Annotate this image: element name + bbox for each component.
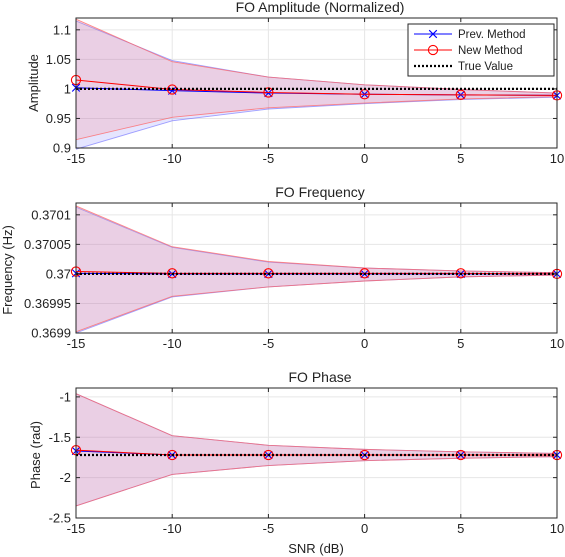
- x-tick-label: 10: [550, 521, 564, 536]
- legend-marker: [427, 44, 439, 56]
- y-tick-label: 0.95: [46, 111, 71, 126]
- y-tick-label: 0.9: [53, 141, 71, 156]
- x-tick-label: 5: [457, 336, 464, 351]
- x-axis-label: SNR (dB): [288, 541, 344, 556]
- x-tick-label: -15: [67, 336, 86, 351]
- band-upper-edge: [75, 18, 558, 94]
- x-tick-label: 0: [361, 336, 368, 351]
- band-lower-edge: [75, 274, 558, 333]
- x-tick-label: -15: [67, 521, 86, 536]
- y-tick-label: -1.5: [49, 430, 71, 445]
- confidence-band: [76, 393, 557, 506]
- panel-title: FO Phase: [288, 369, 351, 385]
- confidence-band: [76, 20, 557, 150]
- legend-label: New Method: [458, 45, 523, 57]
- panel-title: FO Amplitude (Normalized): [236, 0, 405, 15]
- x-tick-label: 0: [361, 521, 368, 536]
- band-lower-edge: [75, 456, 558, 507]
- axes-box: [75, 202, 558, 334]
- panel-phase: FO Phase Phase (rad) SNR (dB) -15 -10 -5 0 5…: [28, 369, 564, 556]
- x-tick-label: -10: [163, 521, 182, 536]
- axes-box: [75, 387, 558, 519]
- x-tick-label: -10: [163, 336, 182, 351]
- band-lower-edge: [75, 96, 558, 150]
- panel-title: FO Frequency: [275, 184, 364, 200]
- x-tick-label: 5: [457, 151, 464, 166]
- x-tick-label: -15: [67, 151, 86, 166]
- y-axis-label: Frequency (Hz): [0, 225, 15, 315]
- y-tick-label: 0.3701: [31, 207, 71, 222]
- y-tick-label: 1.05: [46, 52, 71, 67]
- y-tick-label: 0.36995: [24, 296, 71, 311]
- plot-area: [76, 388, 557, 518]
- confidence-band: [76, 205, 557, 332]
- y-tick-label: -1: [59, 389, 71, 404]
- confidence-band: [76, 19, 557, 140]
- x-tick-label: -5: [263, 521, 275, 536]
- x-tick-label: 5: [457, 521, 464, 536]
- panel-frequency: FO Frequency Frequency (Hz) -15 -10 -5 0 5 10…: [0, 184, 564, 351]
- band-upper-edge: [75, 205, 558, 274]
- x-tick-label: 0: [361, 151, 368, 166]
- legend-label: True Value: [458, 61, 513, 73]
- legend-marker: [428, 29, 438, 39]
- y-axis-label: Phase (rad): [28, 421, 43, 489]
- y-tick-label: 1.1: [53, 22, 71, 37]
- band-upper-edge: [75, 393, 558, 454]
- x-tick-label: 10: [550, 336, 564, 351]
- x-tick-label: -10: [163, 151, 182, 166]
- x-tick-label: -5: [263, 151, 275, 166]
- y-tick-label: 0.3699: [31, 326, 71, 341]
- y-tick-label: -2: [59, 470, 71, 485]
- plot-area: [76, 203, 557, 333]
- y-tick-label: 0.37005: [24, 237, 71, 252]
- x-tick-label: -5: [263, 336, 275, 351]
- band-lower-edge: [75, 96, 558, 141]
- y-tick-label: 0.37: [46, 266, 71, 281]
- y-tick-label: -2.5: [49, 511, 71, 526]
- data-point: [455, 89, 466, 100]
- axes-box: [75, 17, 558, 149]
- legend: Prev. Method New Method True Value: [407, 23, 555, 77]
- panel-amplitude: FO Amplitude (Normalized) Amplitude -15 -…: [26, 0, 564, 166]
- confidence-band: [76, 393, 557, 506]
- confidence-band: [76, 207, 557, 333]
- legend-label: Prev. Method: [458, 29, 526, 41]
- y-tick-label: 1: [64, 81, 71, 96]
- x-tick-label: 10: [550, 151, 564, 166]
- data-point: [264, 88, 273, 98]
- y-axis-label: Amplitude: [26, 54, 41, 112]
